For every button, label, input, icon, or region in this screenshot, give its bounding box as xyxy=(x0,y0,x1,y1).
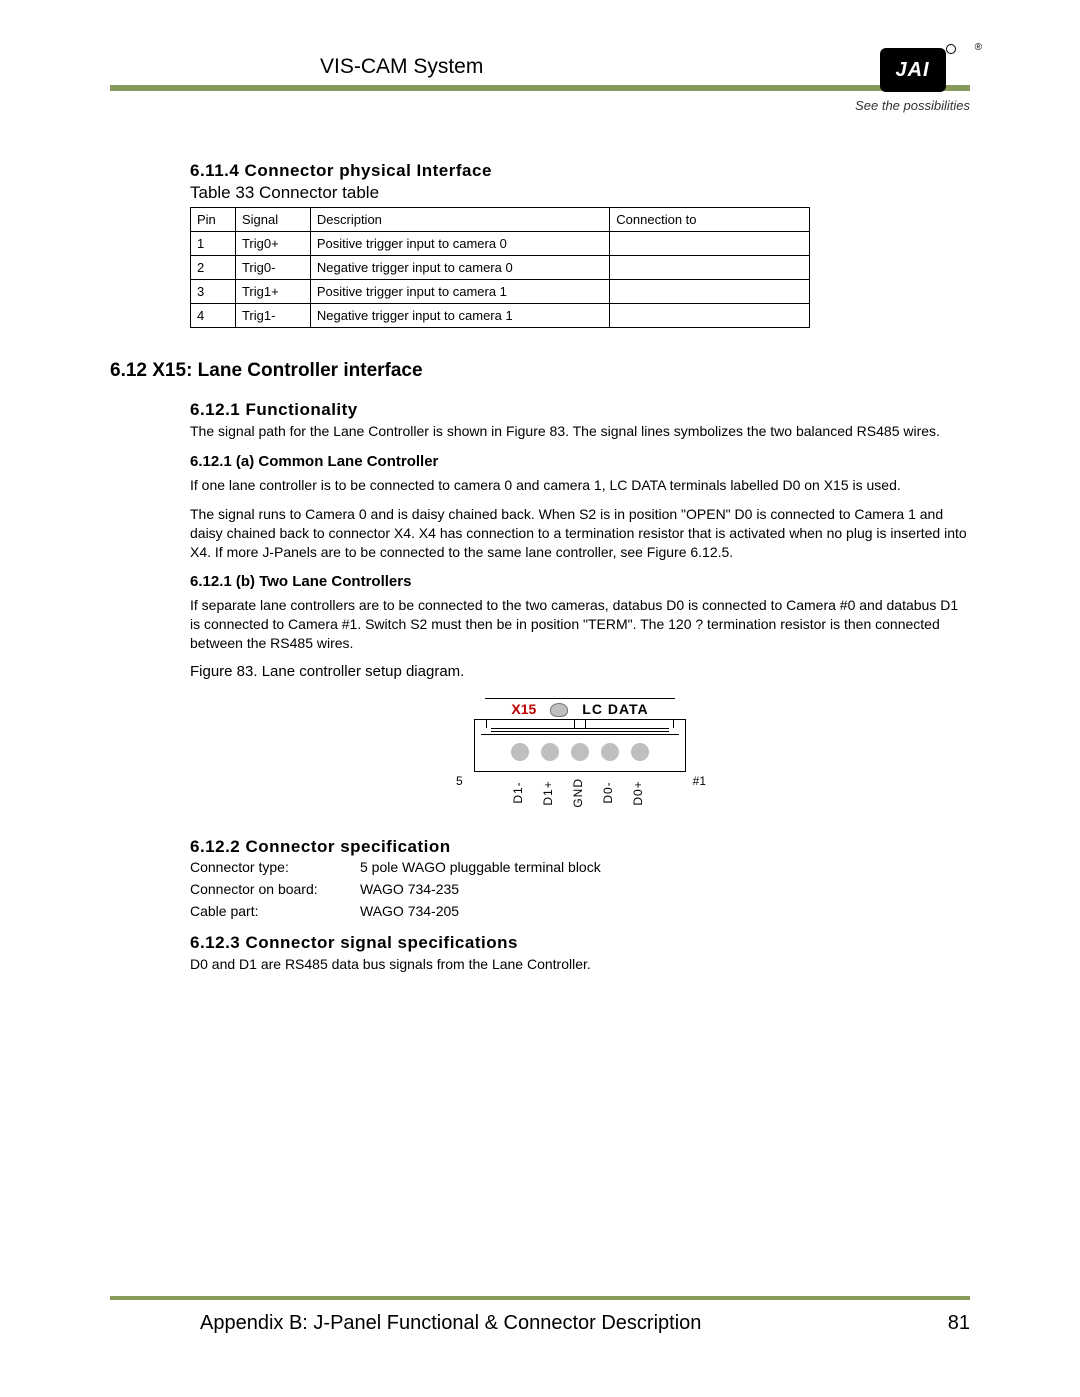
spec-label: Connector on board: xyxy=(190,881,360,897)
heading-6-12-1-a: 6.12.1 (a) Common Lane Controller xyxy=(190,453,970,470)
cell-conn xyxy=(610,232,810,256)
hole-icon xyxy=(601,743,619,761)
connector-body xyxy=(474,719,686,772)
table-33-caption: Table 33 Connector table xyxy=(190,183,970,203)
header-rule xyxy=(110,85,970,91)
cell-signal: Trig0- xyxy=(235,256,310,280)
cell-signal: Trig0+ xyxy=(235,232,310,256)
para: The signal runs to Camera 0 and is daisy… xyxy=(190,505,970,562)
table-row: 3 Trig1+ Positive trigger input to camer… xyxy=(191,280,810,304)
section-6-12: 6.12 X15: Lane Controller interface 6.12… xyxy=(110,360,970,974)
para: The signal path for the Lane Controller … xyxy=(190,422,970,441)
col-description: Description xyxy=(310,208,609,232)
para: If separate lane controllers are to be c… xyxy=(190,596,970,653)
cell-conn xyxy=(610,256,810,280)
lc-data-label: LC DATA xyxy=(582,701,648,717)
page-number: 81 xyxy=(948,1312,970,1335)
connector-holes xyxy=(481,734,679,771)
pin-label: GND xyxy=(571,778,589,808)
table-row: 2 Trig0- Negative trigger input to camer… xyxy=(191,256,810,280)
cell-pin: 3 xyxy=(191,280,236,304)
col-signal: Signal xyxy=(235,208,310,232)
pin-label: D1- xyxy=(511,778,529,808)
registered-icon: ® xyxy=(975,42,982,53)
x15-label: X15 xyxy=(511,701,536,717)
figure-83-caption: Figure 83. Lane controller setup diagram… xyxy=(190,663,970,680)
heading-6-12-2: 6.12.2 Connector specification xyxy=(190,837,970,857)
page-header: VIS-CAM System xyxy=(110,55,970,79)
pin-label: D0+ xyxy=(631,778,649,808)
page-footer: Appendix B: J-Panel Functional & Connect… xyxy=(110,1296,970,1335)
brand-tagline: See the possibilities xyxy=(855,98,970,113)
screw-icon xyxy=(550,703,568,717)
footer-rule xyxy=(110,1296,970,1300)
hole-icon xyxy=(571,743,589,761)
spec-label: Cable part: xyxy=(190,903,360,919)
spec-row: Cable part: WAGO 734-205 xyxy=(190,903,970,919)
page: VIS-CAM System JAI® See the possibilitie… xyxy=(0,0,1080,1397)
section-6-12-3: 6.12.3 Connector signal specifications D… xyxy=(190,933,970,974)
heading-6-12-1: 6.12.1 Functionality xyxy=(190,400,970,420)
footer-row: Appendix B: J-Panel Functional & Connect… xyxy=(110,1312,970,1335)
footer-title: Appendix B: J-Panel Functional & Connect… xyxy=(200,1312,701,1335)
pin-labels: 5 D1- D1+ GND D0- D0+ #1 xyxy=(474,778,686,808)
figure-83: X15 LC DATA xyxy=(190,698,970,813)
spec-row: Connector on board: WAGO 734-235 xyxy=(190,881,970,897)
connector-top-labels: X15 LC DATA xyxy=(485,698,675,717)
cell-pin: 1 xyxy=(191,232,236,256)
pin-1-marker: #1 xyxy=(693,774,706,788)
cell-pin: 4 xyxy=(191,304,236,328)
tab-row xyxy=(475,720,685,728)
section-6-12-1: 6.12.1 Functionality The signal path for… xyxy=(190,400,970,813)
hole-icon xyxy=(541,743,559,761)
spec-value: WAGO 734-235 xyxy=(360,881,459,897)
pin-label: D0- xyxy=(601,778,619,808)
cell-desc: Positive trigger input to camera 1 xyxy=(310,280,609,304)
brand-logo-block: JAI® See the possibilities xyxy=(855,48,970,113)
spec-label: Connector type: xyxy=(190,859,360,875)
cell-conn xyxy=(610,304,810,328)
spec-value: WAGO 734-205 xyxy=(360,903,459,919)
section-6-11-4: 6.11.4 Connector physical Interface Tabl… xyxy=(190,161,970,328)
spec-value: 5 pole WAGO pluggable terminal block xyxy=(360,859,601,875)
heading-6-12-3: 6.12.3 Connector signal specifications xyxy=(190,933,970,953)
cell-signal: Trig1- xyxy=(235,304,310,328)
cell-signal: Trig1+ xyxy=(235,280,310,304)
jai-logo-icon: JAI xyxy=(880,48,946,92)
heading-6-11-4: 6.11.4 Connector physical Interface xyxy=(190,161,970,181)
connector-table: Pin Signal Description Connection to 1 T… xyxy=(190,207,810,328)
hole-icon xyxy=(631,743,649,761)
pin-5-marker: 5 xyxy=(456,774,463,788)
col-pin: Pin xyxy=(191,208,236,232)
connector-diagram: X15 LC DATA xyxy=(474,698,686,808)
table-row: 1 Trig0+ Positive trigger input to camer… xyxy=(191,232,810,256)
heading-6-12: 6.12 X15: Lane Controller interface xyxy=(110,360,970,382)
cell-pin: 2 xyxy=(191,256,236,280)
tab-icon xyxy=(475,720,487,728)
para: D0 and D1 are RS485 data bus signals fro… xyxy=(190,955,970,974)
cell-conn xyxy=(610,280,810,304)
header-title: VIS-CAM System xyxy=(320,55,483,79)
tab-icon xyxy=(673,720,685,728)
page-content: 6.11.4 Connector physical Interface Tabl… xyxy=(110,161,970,974)
spec-row: Connector type: 5 pole WAGO pluggable te… xyxy=(190,859,970,875)
cell-desc: Negative trigger input to camera 0 xyxy=(310,256,609,280)
pin-label: D1+ xyxy=(541,778,559,808)
cell-desc: Negative trigger input to camera 1 xyxy=(310,304,609,328)
connector-bar xyxy=(491,728,669,732)
heading-6-12-1-b: 6.12.1 (b) Two Lane Controllers xyxy=(190,573,970,590)
tab-icon xyxy=(574,720,586,728)
table-header-row: Pin Signal Description Connection to xyxy=(191,208,810,232)
cell-desc: Positive trigger input to camera 0 xyxy=(310,232,609,256)
table-row: 4 Trig1- Negative trigger input to camer… xyxy=(191,304,810,328)
para: If one lane controller is to be connecte… xyxy=(190,476,970,495)
section-6-12-2: 6.12.2 Connector specification Connector… xyxy=(190,837,970,919)
col-connection-to: Connection to xyxy=(610,208,810,232)
hole-icon xyxy=(511,743,529,761)
